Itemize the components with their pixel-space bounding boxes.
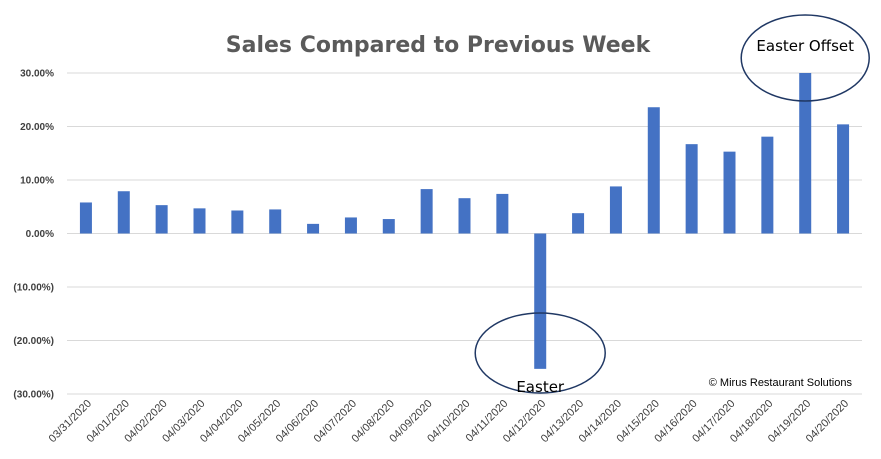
bar	[269, 209, 282, 234]
bar	[458, 198, 471, 234]
bar	[723, 151, 736, 234]
y-tick-label: 30.00%	[20, 69, 54, 80]
copyright-text: © Mirus Restaurant Solutions	[709, 377, 853, 389]
bar	[117, 191, 130, 234]
bar	[344, 217, 357, 234]
annotation-label: Easter Offset	[756, 37, 854, 55]
annotation-label: Easter	[516, 378, 565, 396]
bar	[685, 144, 698, 234]
bar	[155, 205, 168, 234]
bar	[534, 233, 547, 369]
bar	[382, 219, 395, 234]
annotation-circle	[740, 14, 870, 102]
bar	[193, 208, 206, 234]
y-axis: 30.00% 20.00% 10.00% 0.00% (10.00%) (20.00%) (…	[13, 69, 54, 401]
bar	[837, 124, 850, 234]
bar	[647, 107, 660, 234]
bar	[761, 136, 774, 234]
y-tick-label: (30.00%)	[13, 390, 54, 401]
bar	[609, 186, 622, 234]
y-tick-label: (10.00%)	[13, 283, 54, 294]
annotation-circle	[474, 312, 606, 394]
bar	[79, 202, 92, 234]
y-tick-label: (20.00%)	[13, 336, 54, 347]
bar	[799, 73, 812, 234]
y-tick-label: 0.00%	[26, 229, 54, 240]
y-tick-label: 20.00%	[20, 122, 54, 133]
bar	[572, 213, 585, 234]
annotations: Easter Easter Offset	[474, 14, 870, 396]
bar	[231, 210, 244, 234]
bar	[496, 193, 509, 234]
x-axis: 03/31/202004/01/202004/02/202004/03/2020…	[47, 398, 852, 445]
bar	[420, 189, 433, 234]
bars	[79, 73, 850, 369]
bar	[307, 223, 320, 234]
y-tick-label: 10.00%	[20, 176, 54, 187]
chart-title: Sales Compared to Previous Week	[226, 33, 652, 58]
